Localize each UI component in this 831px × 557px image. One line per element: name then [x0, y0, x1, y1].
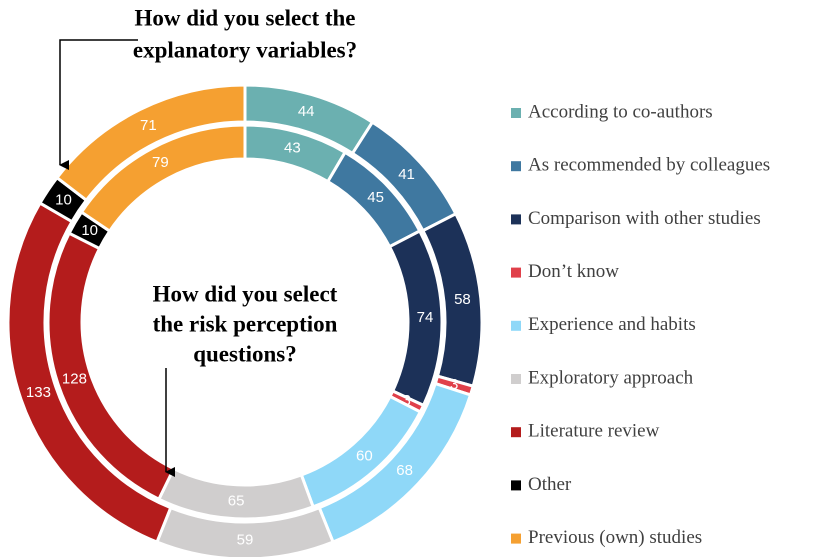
legend-label: Comparison with other studies	[528, 208, 761, 229]
value-label: 58	[454, 291, 471, 308]
value-label: 133	[26, 384, 51, 401]
legend-swatch	[511, 427, 521, 438]
value-label: 3	[402, 392, 410, 409]
legend-swatch	[511, 161, 521, 172]
value-label: 71	[140, 117, 157, 134]
ring-title: How did you select the	[134, 5, 355, 30]
value-label: 68	[396, 462, 413, 479]
legend-label: Experience and habits	[528, 314, 696, 335]
ring-title: explanatory variables?	[133, 37, 357, 62]
value-label: 44	[298, 103, 315, 120]
value-label: 3	[450, 376, 458, 393]
ring-segment	[79, 123, 247, 234]
value-label: 10	[81, 222, 98, 239]
value-label: 128	[62, 370, 87, 387]
legend-swatch	[511, 480, 521, 491]
value-label: 41	[398, 166, 415, 183]
value-label: 74	[417, 309, 434, 326]
legend-swatch	[511, 320, 521, 331]
legend-swatch	[511, 108, 521, 118]
legend-label: Don’t know	[528, 261, 619, 282]
legend-swatch	[511, 214, 521, 225]
arrow	[59, 39, 138, 170]
legend-label: According to co-authors	[528, 101, 713, 122]
value-label: 10	[55, 191, 72, 208]
value-label: 43	[284, 139, 301, 156]
ring-title: questions?	[193, 341, 297, 366]
annotations: How did you select the explanatory variab…	[133, 5, 357, 366]
ring-title: How did you select	[153, 281, 338, 306]
value-label: 79	[152, 154, 169, 171]
value-label: 45	[367, 189, 384, 206]
legend-label: As recommended by colleagues	[528, 155, 770, 176]
legend-label: Literature review	[528, 421, 660, 442]
value-label: 65	[228, 493, 245, 510]
legend-label: Other	[528, 474, 572, 495]
ring-segment	[54, 83, 247, 203]
legend-label: Previous (own) studies	[528, 527, 702, 548]
ring-title: the risk perception	[153, 311, 338, 336]
legend-swatch	[511, 533, 521, 544]
legend-swatch	[511, 374, 521, 384]
legend: According to co-authors As recommended by…	[511, 101, 770, 548]
value-label: 59	[237, 531, 254, 548]
rings: 44 41 58 3 68 59 133 10 71 43 45 74 3 60 65 128 10 79	[6, 83, 484, 557]
legend-swatch	[511, 267, 521, 278]
legend-label: Exploratory approach	[528, 367, 694, 388]
value-label: 60	[356, 448, 373, 465]
